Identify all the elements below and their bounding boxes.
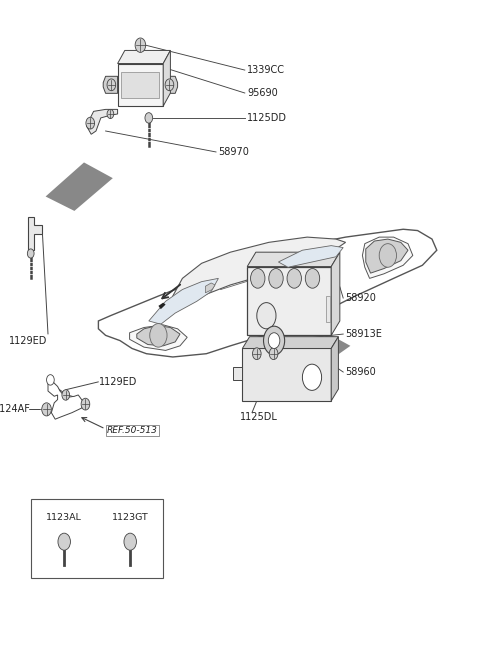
Polygon shape xyxy=(362,237,413,278)
Text: 1129ED: 1129ED xyxy=(99,377,138,387)
Polygon shape xyxy=(137,326,180,346)
Text: 95690: 95690 xyxy=(247,88,278,98)
Text: 1123GT: 1123GT xyxy=(112,513,149,521)
Circle shape xyxy=(107,109,114,119)
Polygon shape xyxy=(205,283,215,293)
Polygon shape xyxy=(163,77,178,94)
Circle shape xyxy=(62,390,70,400)
Polygon shape xyxy=(86,109,118,134)
Circle shape xyxy=(86,117,95,129)
Polygon shape xyxy=(149,278,218,324)
Polygon shape xyxy=(118,50,170,64)
Text: 58970: 58970 xyxy=(218,147,249,157)
Polygon shape xyxy=(233,367,242,380)
Bar xyxy=(121,72,159,98)
Polygon shape xyxy=(158,303,166,309)
Polygon shape xyxy=(242,337,338,348)
Bar xyxy=(242,348,331,401)
Text: 1124AF: 1124AF xyxy=(0,404,31,415)
Text: 1125DL: 1125DL xyxy=(240,412,278,422)
Circle shape xyxy=(268,333,280,348)
Circle shape xyxy=(305,269,320,288)
Polygon shape xyxy=(278,246,343,267)
Polygon shape xyxy=(331,337,338,401)
Circle shape xyxy=(379,244,396,267)
Polygon shape xyxy=(98,229,437,357)
Polygon shape xyxy=(163,50,170,106)
Circle shape xyxy=(27,249,34,258)
Circle shape xyxy=(58,533,71,550)
Circle shape xyxy=(269,348,278,360)
Text: 58913E: 58913E xyxy=(346,329,383,339)
Circle shape xyxy=(107,79,116,90)
Text: 1125DD: 1125DD xyxy=(247,113,287,123)
Circle shape xyxy=(287,269,301,288)
Circle shape xyxy=(47,375,54,385)
Text: 1123AL: 1123AL xyxy=(46,513,82,521)
Polygon shape xyxy=(130,325,187,350)
Bar xyxy=(247,267,331,335)
Circle shape xyxy=(124,533,136,550)
Circle shape xyxy=(145,113,153,123)
Bar xyxy=(31,499,163,578)
Bar xyxy=(118,64,163,106)
Polygon shape xyxy=(48,378,84,419)
Text: REF.50-513: REF.50-513 xyxy=(107,426,158,435)
Polygon shape xyxy=(326,296,330,322)
Circle shape xyxy=(251,269,265,288)
Text: 58920: 58920 xyxy=(346,293,376,303)
Circle shape xyxy=(135,38,145,52)
Circle shape xyxy=(42,403,51,416)
Polygon shape xyxy=(46,162,113,211)
Circle shape xyxy=(165,79,174,90)
Circle shape xyxy=(81,398,90,410)
Polygon shape xyxy=(366,239,408,273)
Circle shape xyxy=(252,348,261,360)
Circle shape xyxy=(264,326,285,355)
Polygon shape xyxy=(28,217,42,250)
Polygon shape xyxy=(170,237,346,313)
Circle shape xyxy=(302,364,322,390)
Text: 1129ED: 1129ED xyxy=(9,336,47,346)
Circle shape xyxy=(150,324,167,347)
Text: 1339CC: 1339CC xyxy=(247,65,285,75)
Polygon shape xyxy=(288,334,350,375)
Polygon shape xyxy=(103,77,118,94)
Text: 58960: 58960 xyxy=(346,367,376,377)
Circle shape xyxy=(257,303,276,329)
Circle shape xyxy=(269,269,283,288)
Polygon shape xyxy=(247,252,340,267)
Polygon shape xyxy=(331,252,340,335)
